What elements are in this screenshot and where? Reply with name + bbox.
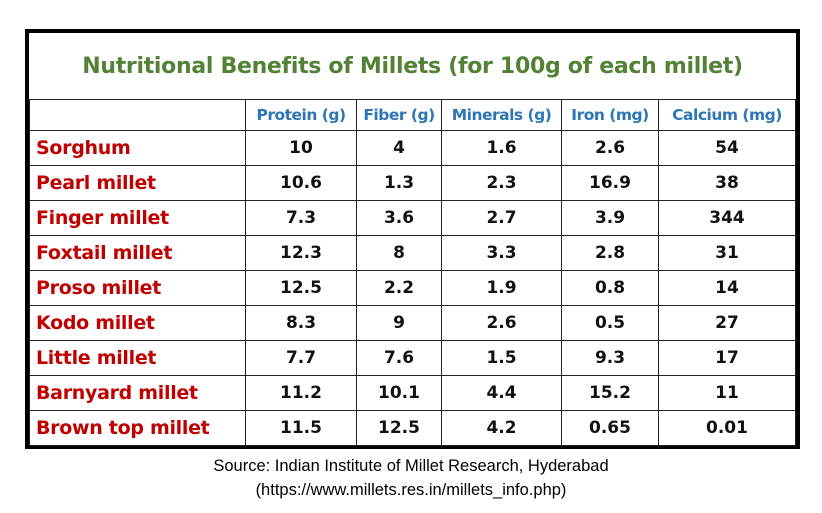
table-row: Pearl millet 10.6 1.3 2.3 16.9 38 xyxy=(29,165,796,201)
cell-value: 8 xyxy=(356,235,442,271)
cell-value: 15.2 xyxy=(561,375,659,411)
table-row: Sorghum 10 4 1.6 2.6 54 xyxy=(29,130,796,166)
cell-value: 1.6 xyxy=(441,130,562,166)
cell-value: 17 xyxy=(658,340,796,376)
cell-value: 38 xyxy=(658,165,796,201)
cell-value: 31 xyxy=(658,235,796,271)
cell-value: 9 xyxy=(356,305,442,341)
table-row: Brown top millet 11.5 12.5 4.2 0.65 0.01 xyxy=(29,410,796,446)
cell-value: 54 xyxy=(658,130,796,166)
cell-value: 11 xyxy=(658,375,796,411)
row-name: Proso millet xyxy=(29,270,246,306)
cell-value: 2.3 xyxy=(441,165,562,201)
cell-value: 12.3 xyxy=(245,235,357,271)
cell-value: 9.3 xyxy=(561,340,659,376)
cell-value: 2.6 xyxy=(561,130,659,166)
cell-value: 2.8 xyxy=(561,235,659,271)
table-row: Little millet 7.7 7.6 1.5 9.3 17 xyxy=(29,340,796,376)
table-row: Barnyard millet 11.2 10.1 4.4 15.2 11 xyxy=(29,375,796,411)
nutrition-table: Nutritional Benefits of Millets (for 100… xyxy=(29,33,796,446)
cell-value: 8.3 xyxy=(245,305,357,341)
cell-value: 2.6 xyxy=(441,305,562,341)
cell-value: 16.9 xyxy=(561,165,659,201)
header-iron: Iron (mg) xyxy=(561,99,659,131)
cell-value: 3.6 xyxy=(356,200,442,236)
cell-value: 0.5 xyxy=(561,305,659,341)
cell-value: 3.9 xyxy=(561,200,659,236)
cell-value: 14 xyxy=(658,270,796,306)
cell-value: 27 xyxy=(658,305,796,341)
row-name: Pearl millet xyxy=(29,165,246,201)
cell-value: 7.3 xyxy=(245,200,357,236)
table-row: Foxtail millet 12.3 8 3.3 2.8 31 xyxy=(29,235,796,271)
header-fiber: Fiber (g) xyxy=(356,99,442,131)
table-row: Kodo millet 8.3 9 2.6 0.5 27 xyxy=(29,305,796,341)
cell-value: 344 xyxy=(658,200,796,236)
nutrition-table-frame: Nutritional Benefits of Millets (for 100… xyxy=(25,29,800,449)
cell-value: 2.2 xyxy=(356,270,442,306)
cell-value: 7.6 xyxy=(356,340,442,376)
row-name: Barnyard millet xyxy=(29,375,246,411)
row-name: Sorghum xyxy=(29,130,246,166)
cell-value: 10 xyxy=(245,130,357,166)
row-name: Brown top millet xyxy=(29,410,246,446)
source-url: (https://www.millets.res.in/millets_info… xyxy=(255,481,567,499)
cell-value: 11.5 xyxy=(245,410,357,446)
header-minerals: Minerals (g) xyxy=(441,99,562,131)
cell-value: 7.7 xyxy=(245,340,357,376)
source-text: Source: Indian Institute of Millet Resea… xyxy=(213,457,609,475)
cell-value: 10.6 xyxy=(245,165,357,201)
cell-value: 11.2 xyxy=(245,375,357,411)
row-name: Foxtail millet xyxy=(29,235,246,271)
table-title: Nutritional Benefits of Millets (for 100… xyxy=(29,33,796,100)
cell-value: 12.5 xyxy=(245,270,357,306)
cell-value: 0.8 xyxy=(561,270,659,306)
cell-value: 2.7 xyxy=(441,200,562,236)
cell-value: 12.5 xyxy=(356,410,442,446)
cell-value: 1.3 xyxy=(356,165,442,201)
table-row: Proso millet 12.5 2.2 1.9 0.8 14 xyxy=(29,270,796,306)
header-row: Protein (g) Fiber (g) Minerals (g) Iron … xyxy=(29,99,796,131)
cell-value: 4.4 xyxy=(441,375,562,411)
cell-value: 0.65 xyxy=(561,410,659,446)
row-name: Finger millet xyxy=(29,200,246,236)
cell-value: 0.01 xyxy=(658,410,796,446)
cell-value: 4.2 xyxy=(441,410,562,446)
header-calcium: Calcium (mg) xyxy=(658,99,796,131)
cell-value: 10.1 xyxy=(356,375,442,411)
row-name: Kodo millet xyxy=(29,305,246,341)
cell-value: 1.9 xyxy=(441,270,562,306)
header-empty xyxy=(29,99,246,131)
header-protein: Protein (g) xyxy=(245,99,357,131)
cell-value: 4 xyxy=(356,130,442,166)
table-row: Finger millet 7.3 3.6 2.7 3.9 344 xyxy=(29,200,796,236)
cell-value: 1.5 xyxy=(441,340,562,376)
row-name: Little millet xyxy=(29,340,246,376)
cell-value: 3.3 xyxy=(441,235,562,271)
